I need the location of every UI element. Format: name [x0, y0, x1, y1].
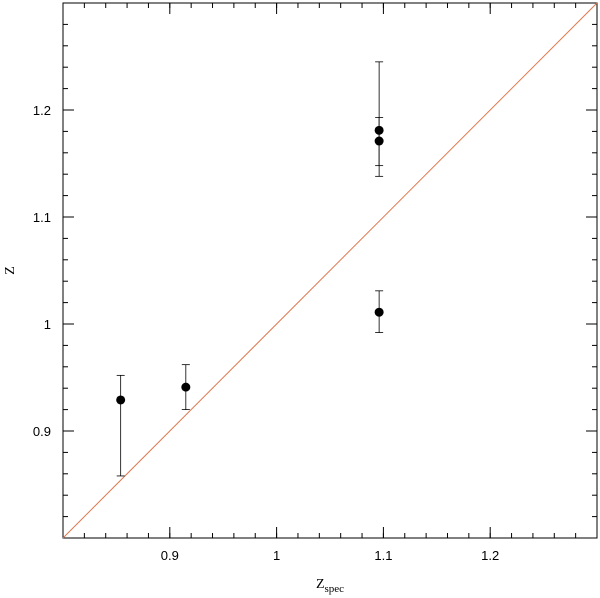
- error-bar: [116, 374, 125, 477]
- x-axis-title: Zspec: [316, 577, 344, 595]
- data-point: [374, 136, 384, 146]
- y-tick-labels: 0.9 1 1.1 1.2: [33, 103, 51, 439]
- error-bars: [116, 61, 384, 477]
- data-points: [116, 125, 384, 405]
- y-tick-label: 1.2: [33, 103, 51, 118]
- data-point: [116, 395, 126, 405]
- x-tick-labels: 0.9 1 1.1 1.2: [161, 548, 499, 563]
- x-tick-label: 1: [273, 548, 280, 563]
- data-point: [181, 382, 191, 392]
- identity-reference-line: [62, 2, 598, 539]
- x-tick-label: 1.2: [481, 548, 499, 563]
- y-axis-title: Z: [3, 266, 18, 275]
- x-axis-title-main: Z: [316, 577, 325, 592]
- major-ticks: [63, 3, 597, 538]
- y-tick-label: 0.9: [33, 424, 51, 439]
- y-tick-label: 1.1: [33, 210, 51, 225]
- x-axis-title-subscript: spec: [325, 583, 345, 595]
- x-tick-label: 0.9: [161, 548, 179, 563]
- x-tick-label: 1.1: [374, 548, 392, 563]
- plot-frame: [62, 2, 598, 539]
- y-tick-label: 1: [44, 317, 51, 332]
- data-point: [374, 125, 384, 135]
- data-point: [374, 307, 384, 317]
